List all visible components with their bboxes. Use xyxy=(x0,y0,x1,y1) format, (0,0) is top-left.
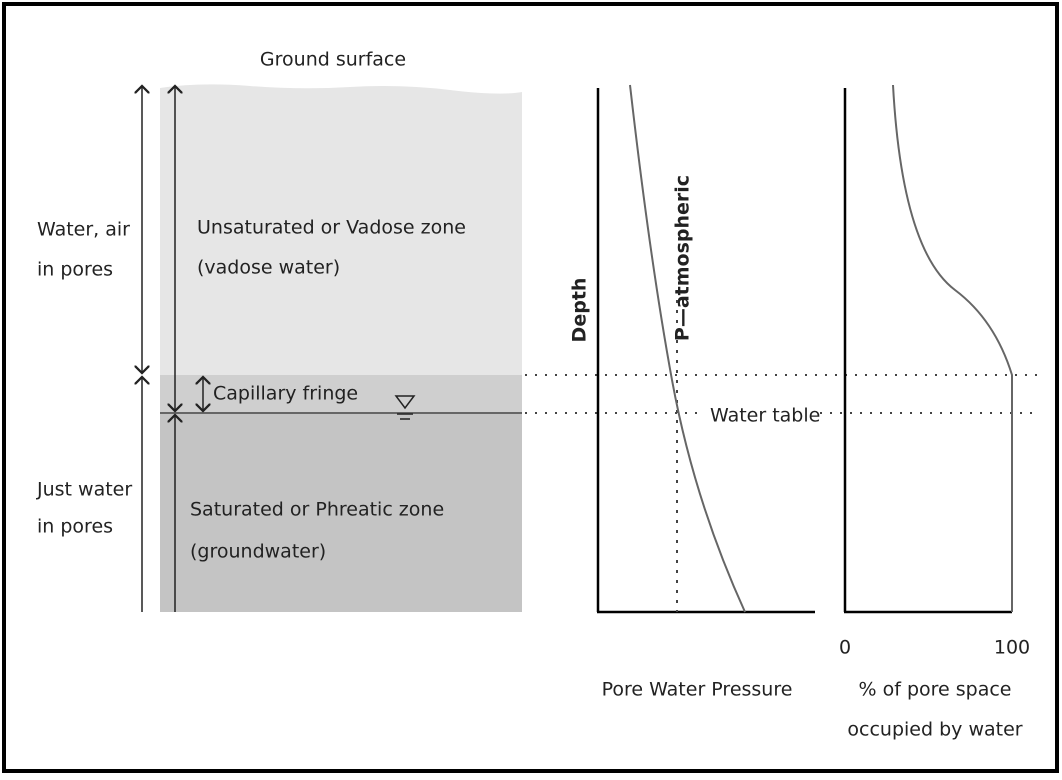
side-label: in pores xyxy=(37,259,113,281)
x-tick-label: 100 xyxy=(994,637,1030,659)
reference-label: P—atmospheric xyxy=(672,175,694,341)
water-table-label: Water table xyxy=(710,405,820,427)
vadose-zone xyxy=(160,84,522,376)
water-table-symbol xyxy=(394,395,416,410)
zone-label: (groundwater) xyxy=(190,541,326,563)
ground-surface-label: Ground surface xyxy=(260,49,406,71)
saturation-curve xyxy=(892,84,1013,612)
zone-label: Saturated or Phreatic zone xyxy=(190,499,444,521)
y-axis-label: Depth xyxy=(569,278,591,343)
zone-label: Unsaturated or Vadose zone xyxy=(197,217,466,239)
side-label: Water, air xyxy=(37,219,130,241)
side-label: in pores xyxy=(37,516,113,538)
x-axis-label: Pore Water Pressure xyxy=(602,679,793,701)
x-axis-label: occupied by water xyxy=(847,719,1022,741)
capillary-label: Capillary fringe xyxy=(213,383,358,405)
pressure-curve xyxy=(629,84,746,613)
phreatic-zone xyxy=(160,413,522,612)
side-label: Just water xyxy=(36,479,132,501)
x-axis-label: % of pore space xyxy=(859,679,1012,701)
x-tick-label: 0 xyxy=(839,637,851,659)
capillary-zone xyxy=(160,375,522,413)
zone-label: (vadose water) xyxy=(197,257,340,279)
